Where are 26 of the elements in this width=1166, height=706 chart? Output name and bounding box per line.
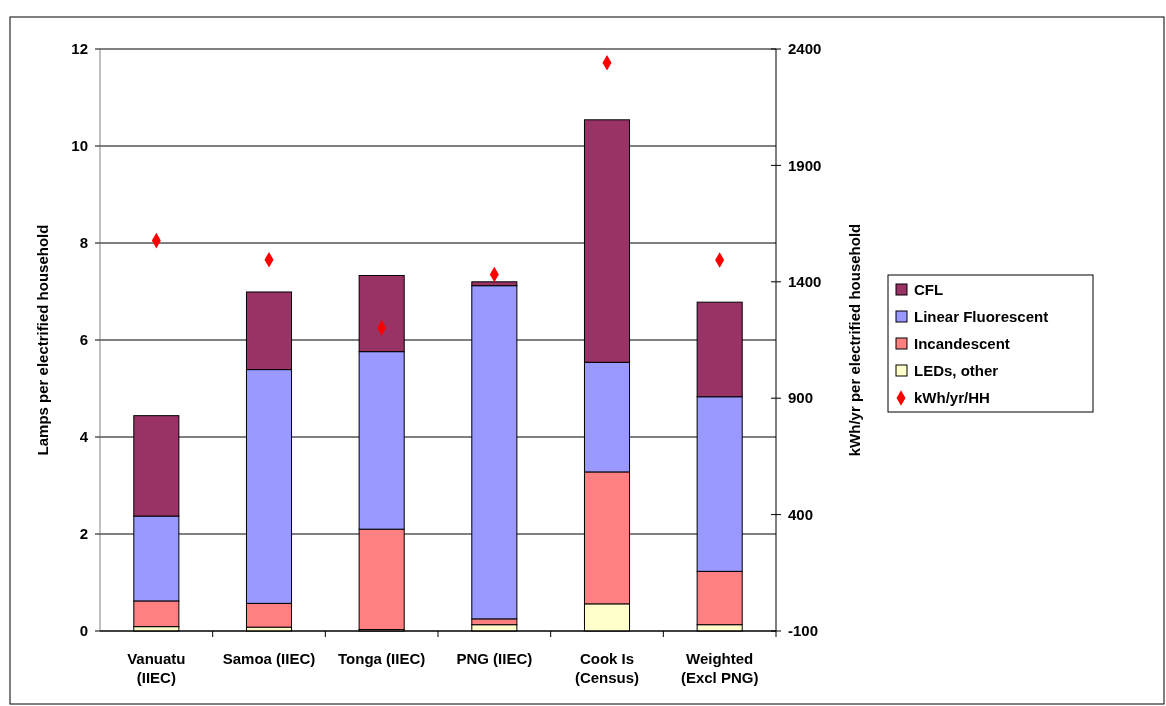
y2-tick-label: 900 — [788, 389, 814, 407]
y2-tick-label: 400 — [788, 505, 814, 523]
x-tick-label: Cook Is (Census) — [574, 650, 640, 686]
y-axis-title: Lamps per electrified household — [34, 224, 51, 456]
y2-tick-label: 1900 — [788, 156, 822, 174]
x-tick-label: Weighted (Excl PNG) — [680, 650, 759, 686]
y2-axis-title: kWh/yr per electrified household — [846, 223, 863, 457]
legend-label: kWh/yr/HH — [914, 389, 990, 407]
legend-label: Incandescent — [914, 335, 1010, 353]
y-tick-label: 10 — [71, 137, 88, 155]
x-tick-label: Tonga (IIEC) — [338, 650, 426, 667]
legend-label: Linear Fluorescent — [914, 308, 1049, 326]
y2-tick-label: 2400 — [788, 40, 822, 58]
x-tick-label: Vanuatu (IIEC) — [127, 650, 186, 686]
y2-tick-label: -100 — [788, 622, 819, 640]
y-tick-label: 8 — [79, 234, 88, 252]
x-tick-label: Samoa (IIEC) — [222, 650, 316, 667]
legend-label: LEDs, other — [914, 362, 999, 380]
y-tick-label: 12 — [71, 40, 88, 58]
y2-tick-label: 1400 — [788, 273, 822, 291]
y-tick-label: 4 — [79, 428, 89, 446]
x-tick-label: PNG (IIEC) — [456, 650, 533, 667]
y-tick-label: 2 — [79, 525, 88, 543]
y-tick-label: 6 — [79, 331, 88, 349]
y-tick-label: 0 — [79, 622, 88, 640]
legend-label: CFL — [914, 281, 944, 299]
